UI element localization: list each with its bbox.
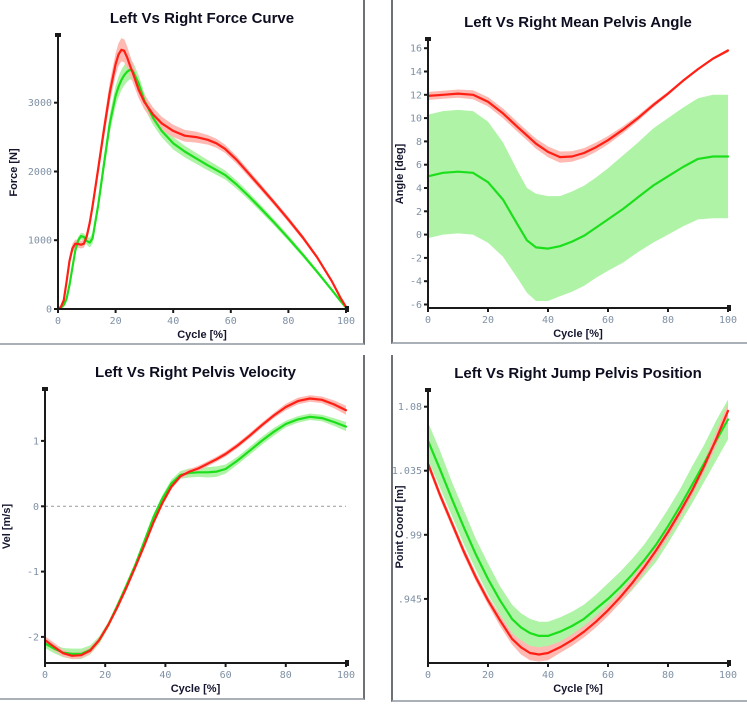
y-tick-label: -1 [27, 567, 39, 578]
green-band [428, 94, 728, 301]
x-tick-label: 0 [55, 316, 61, 327]
x-tick-label: 20 [482, 315, 494, 326]
y-tick-label: 16 [410, 44, 422, 55]
x-tick-label: 80 [662, 670, 674, 681]
y-axis-label: Angle [deg] [394, 143, 406, 204]
y-tick-label: 6 [416, 160, 422, 171]
chart-title: Left Vs Right Mean Pelvis Angle [464, 14, 692, 31]
red-band [45, 395, 346, 660]
y-tick-label: 0 [33, 502, 39, 513]
y-tick-label: 2 [416, 207, 422, 218]
y-tick-label: -2 [410, 253, 422, 264]
x-tick-label: 100 [719, 670, 737, 681]
y-axis-label: Point Coord [m] [394, 485, 406, 568]
x-tick-label: 0 [425, 670, 431, 681]
y-tick-label: 0 [416, 230, 422, 241]
y-tick-label: 1 [33, 436, 39, 447]
panel-jump-pelvis-position: 0 20 40 60 80 100 .945 .99 1.035 1.08 Left Vs Righ… [391, 355, 747, 702]
green-mean-line [56, 68, 348, 311]
chart-title: Left Vs Right Jump Pelvis Position [454, 365, 702, 382]
x-tick-label: 80 [662, 315, 674, 326]
y-tick-label: 1.08 [398, 402, 422, 413]
x-axis-label: Cycle [%] [553, 328, 603, 340]
y-tick-label: -2 [27, 632, 39, 643]
y-tick-label: -4 [410, 277, 422, 288]
green-mean-line [426, 155, 730, 250]
y-tick-label: 1000 [28, 236, 52, 247]
panel-force-curve: 0 20 40 60 80 100 0 1000 2000 3000 Left Vs Right F… [0, 0, 365, 345]
x-tick-label: 60 [602, 670, 614, 681]
x-tick-label: 40 [542, 670, 554, 681]
y-tick-label: 10 [410, 114, 422, 125]
pelvis-velocity-chart: 0 20 40 60 80 100 -2 -1 0 1 Left Vs Right Pelvis V… [1, 364, 355, 695]
x-tick-label: 100 [719, 315, 737, 326]
x-tick-label: 0 [42, 670, 48, 681]
y-tick-label: 8 [416, 137, 422, 148]
x-tick-label: 20 [482, 670, 494, 681]
x-tick-label: 0 [425, 315, 431, 326]
x-tick-label: 100 [337, 670, 355, 681]
x-tick-label: 40 [167, 316, 179, 327]
red-mean-line [426, 49, 730, 159]
green-band [428, 399, 728, 651]
red-band [58, 38, 346, 309]
red-mean-line [426, 409, 730, 656]
x-tick-label: 80 [280, 670, 292, 681]
y-tick-label: 12 [410, 90, 422, 101]
red-mean-line [56, 48, 348, 311]
chart-title: Left Vs Right Force Curve [110, 10, 294, 27]
green-mean-line [426, 418, 730, 637]
x-tick-label: 80 [282, 316, 294, 327]
x-tick-label: 20 [99, 670, 111, 681]
panel-pelvis-velocity: 0 20 40 60 80 100 -2 -1 0 1 Left Vs Right Pelvis V… [0, 355, 365, 700]
x-tick-label: 60 [220, 670, 232, 681]
red-mean-line [43, 397, 348, 657]
x-axis-label: Cycle [%] [553, 683, 603, 695]
x-axis-label: Cycle [%] [171, 683, 221, 695]
mean-pelvis-angle-chart: 0 20 40 60 80 100 -6 -4 -2 0 2 4 6 8 10 12 14 16 Left Vs R… [394, 14, 737, 340]
y-axis-label: Force [N] [8, 148, 20, 197]
y-tick-label: 4 [416, 184, 422, 195]
y-tick-label: 1.035 [393, 466, 422, 477]
y-tick-label: -6 [410, 300, 422, 311]
y-tick-label: 0 [46, 305, 52, 316]
x-tick-label: 100 [337, 316, 355, 327]
x-tick-label: 20 [110, 316, 122, 327]
y-tick-label: .945 [398, 594, 422, 605]
red-band [428, 48, 728, 163]
y-tick-label: 14 [410, 67, 422, 78]
x-tick-label: 40 [542, 315, 554, 326]
chart-title: Left Vs Right Pelvis Velocity [95, 364, 297, 381]
panel-mean-pelvis-angle: 0 20 40 60 80 100 -6 -4 -2 0 2 4 6 8 10 12 14 16 Left Vs R… [391, 0, 747, 344]
jump-pelvis-position-chart: 0 20 40 60 80 100 .945 .99 1.035 1.08 Left Vs Righ… [393, 365, 737, 695]
green-band [45, 413, 346, 660]
green-mean-line [43, 415, 348, 655]
y-axis-label: Vel [m/s] [1, 504, 13, 550]
y-tick-label: 2000 [28, 167, 52, 178]
y-tick-label: 3000 [28, 98, 52, 109]
x-axis-label: Cycle [%] [177, 329, 227, 341]
y-tick-label: .99 [404, 530, 422, 541]
x-tick-label: 60 [225, 316, 237, 327]
x-tick-label: 60 [602, 315, 614, 326]
x-tick-label: 40 [159, 670, 171, 681]
